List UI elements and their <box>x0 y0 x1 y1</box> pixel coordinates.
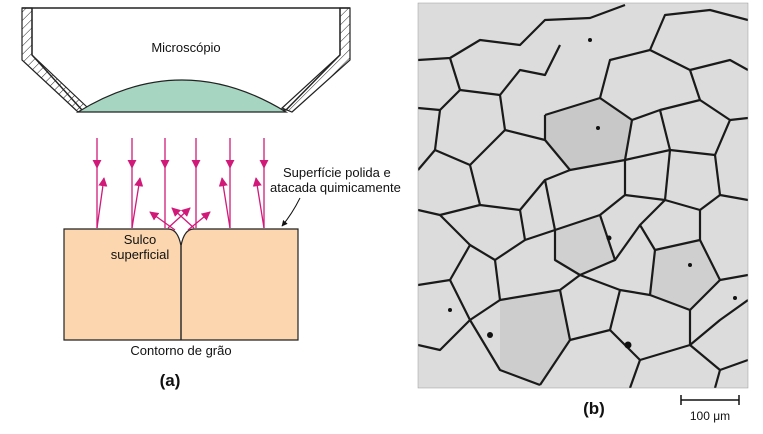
panel-a-diagram: Microscópio <box>21 7 401 390</box>
panel-a-label: (a) <box>160 371 181 390</box>
microscope-label: Microscópio <box>151 40 220 55</box>
surface-label-line2: atacada quimicamente <box>270 180 401 195</box>
specimen <box>63 228 299 341</box>
objective-lens <box>75 79 289 113</box>
scale-bar <box>680 395 740 405</box>
reflected-ray <box>131 177 144 229</box>
groove-label-line1: Sulco <box>124 232 157 247</box>
scattered-ray <box>171 207 195 229</box>
scattered-ray <box>187 211 211 231</box>
reflected-ray <box>252 177 265 229</box>
scale-bar-label: 100 μm <box>690 409 730 423</box>
grain-boundary-network <box>418 3 748 388</box>
scattered-ray <box>149 211 176 231</box>
surface-label-line1: Superfície polida e <box>283 165 391 180</box>
surface-pointer <box>281 197 301 227</box>
micrograph-background <box>418 3 748 388</box>
panel-b-micrograph: (b) 100 μm <box>417 2 749 423</box>
incident-rays <box>92 138 269 228</box>
groove-label-line2: superficial <box>111 247 170 262</box>
scattered-ray <box>167 207 191 229</box>
boundary-label: Contorno de grão <box>130 343 231 358</box>
reflected-ray <box>96 177 108 229</box>
reflected-ray <box>218 177 231 229</box>
panel-b-label: (b) <box>583 399 605 418</box>
microscope: Microscópio <box>21 7 351 113</box>
reflected-rays <box>96 177 265 231</box>
micrograph-pits <box>448 38 737 349</box>
